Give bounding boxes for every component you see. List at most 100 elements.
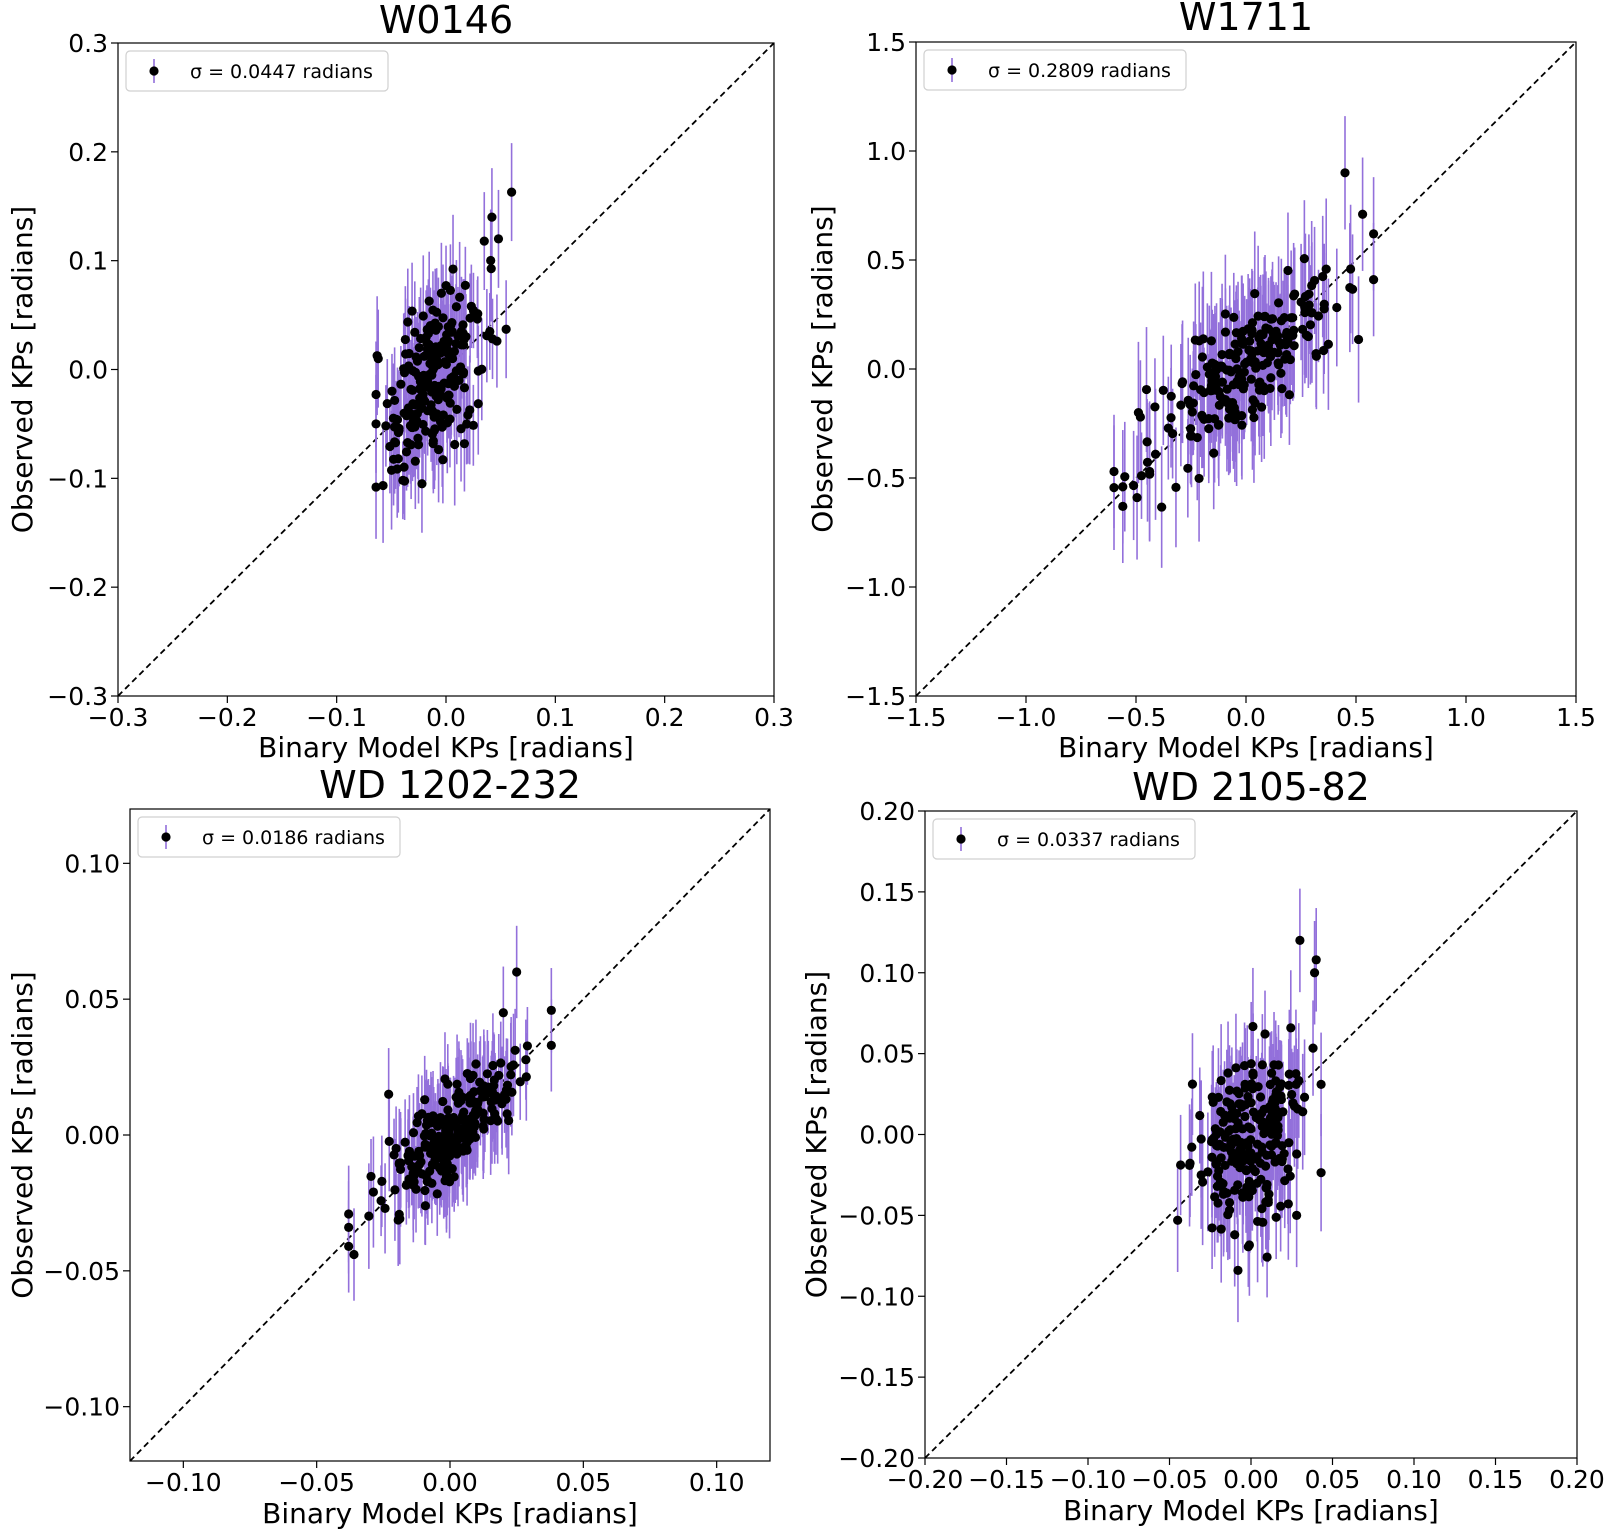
data-point (501, 324, 511, 334)
data-point (1299, 1092, 1310, 1102)
y-tick-label: 0.10 (64, 849, 120, 878)
x-tick-label: −1.5 (886, 703, 947, 732)
data-point (1271, 326, 1281, 336)
data-point (441, 281, 451, 291)
x-tick-label: −0.15 (968, 1465, 1045, 1494)
y-tick-label: 0.1 (68, 247, 108, 276)
data-point (1150, 402, 1160, 412)
data-point (392, 464, 402, 474)
data-point (1340, 168, 1350, 178)
data-point (407, 306, 417, 316)
data-point (469, 1087, 479, 1097)
data-point (418, 311, 428, 321)
legend-label: σ = 0.2809 radians (988, 60, 1171, 82)
data-point (469, 1122, 480, 1132)
data-point (462, 1068, 472, 1079)
data-point (1237, 420, 1247, 430)
data-point (1234, 372, 1244, 382)
data-point (393, 454, 403, 464)
data-point (1226, 1137, 1236, 1148)
data-point (404, 348, 414, 359)
data-point (1260, 1161, 1271, 1171)
y-tick-label: 1.0 (866, 137, 906, 166)
chart-title: WD 1202-232 (319, 763, 581, 807)
data-point (1299, 254, 1309, 264)
y-tick-label: 0.20 (859, 797, 915, 826)
data-point (410, 327, 420, 337)
data-point (1321, 264, 1331, 274)
data-point (1189, 381, 1199, 391)
x-tick-label: 0.0 (426, 703, 466, 732)
x-tick-label: 0.00 (1223, 1465, 1279, 1494)
data-point (1197, 352, 1208, 362)
data-point (380, 1203, 390, 1213)
data-point (1369, 229, 1379, 239)
y-tick-label: 0.0 (866, 355, 906, 384)
data-point (1250, 289, 1260, 299)
y-axis-label: Observed KPs [radians] (6, 971, 39, 1298)
x-axis-label: Binary Model KPs [radians] (1058, 731, 1434, 764)
data-point (1203, 1167, 1213, 1177)
y-tick-label: 0.00 (64, 1121, 120, 1150)
data-point (1276, 1091, 1286, 1101)
one-to-one-line (925, 811, 1577, 1458)
data-point (1214, 400, 1224, 410)
legend: σ = 0.0186 radians (137, 816, 401, 858)
legend: σ = 0.0447 radians (125, 50, 389, 92)
x-tick-label: 0.0 (1226, 703, 1266, 732)
data-point (377, 1176, 387, 1186)
data-point (1311, 955, 1321, 965)
data-point (1176, 1160, 1186, 1170)
data-point (492, 336, 502, 346)
data-series (925, 811, 1577, 1458)
data-point (1248, 1021, 1258, 1032)
legend-label: σ = 0.0186 radians (202, 827, 385, 849)
data-point (416, 333, 426, 344)
data-point (1210, 359, 1220, 370)
x-tick-label: −0.1 (306, 703, 367, 732)
data-point (485, 326, 495, 337)
x-tick-label: −0.10 (1050, 1465, 1127, 1494)
data-point (1224, 1126, 1234, 1136)
data-point (408, 1128, 419, 1138)
data-point (1142, 437, 1152, 447)
data-point (1244, 1176, 1254, 1186)
data-point (457, 1114, 467, 1125)
data-point (1271, 1138, 1281, 1148)
data-point (1266, 314, 1276, 324)
data-point (1187, 407, 1197, 417)
data-point (1273, 298, 1284, 308)
x-tick-label: 0.5 (1336, 703, 1376, 732)
data-point (366, 1171, 376, 1182)
data-point (445, 1151, 455, 1161)
data-point (1246, 1124, 1256, 1134)
data-point (1118, 482, 1128, 492)
data-point (460, 280, 470, 290)
data-point (376, 1196, 386, 1206)
data-point (422, 338, 432, 348)
data-point (499, 1090, 510, 1100)
data-point (436, 1166, 447, 1176)
y-tick-label: −0.5 (845, 464, 906, 493)
data-point (1229, 312, 1239, 322)
data-point (1220, 327, 1231, 337)
data-point (1206, 336, 1217, 346)
legend-box (125, 50, 389, 92)
y-tick-label: 0.3 (68, 29, 108, 58)
data-point (1316, 1079, 1326, 1089)
y-tick-label: 0.10 (859, 959, 915, 988)
data-point (1183, 463, 1193, 473)
x-tick-label: 0.3 (754, 703, 794, 732)
data-point (1267, 335, 1277, 345)
data-point (388, 413, 399, 423)
data-point (472, 314, 482, 324)
data-point (1286, 313, 1296, 323)
data-point (1280, 1176, 1290, 1186)
data-point (1211, 1140, 1222, 1151)
x-tick-label: −1.0 (996, 703, 1057, 732)
data-point (436, 341, 446, 351)
data-point (432, 409, 442, 419)
x-tick-label: 0.1 (535, 703, 575, 732)
data-point (1266, 1150, 1277, 1160)
data-point (1251, 363, 1261, 373)
